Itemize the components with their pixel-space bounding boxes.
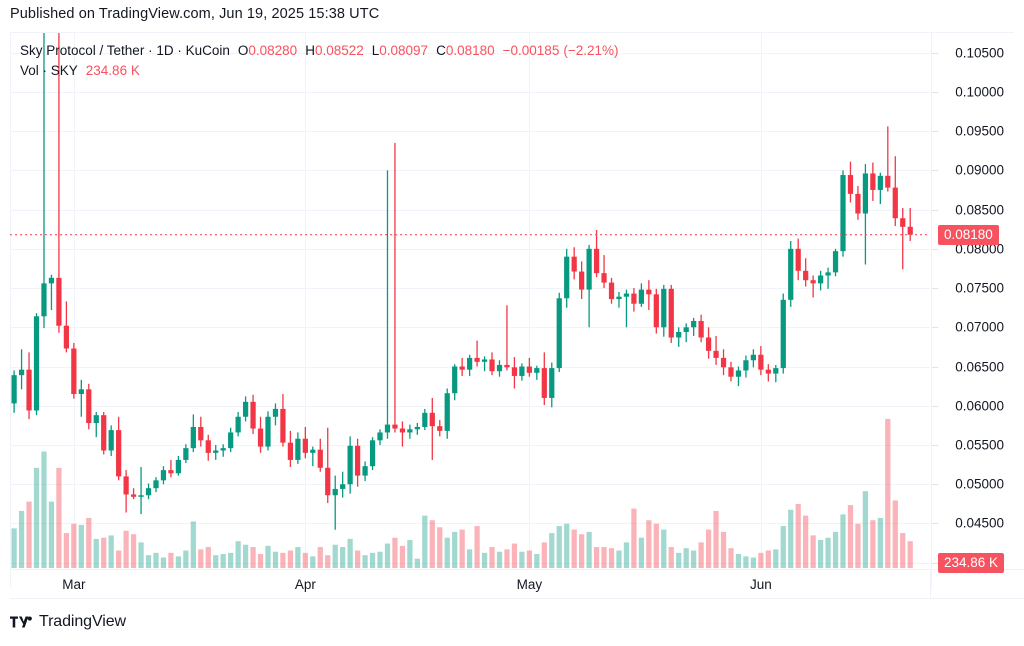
price-axis-label: 0.09500 (955, 123, 1004, 139)
price-axis-tick-mark (932, 131, 938, 133)
legend-close-label: C (436, 43, 446, 58)
legend-open-value: 0.08280 (248, 43, 298, 58)
price-axis-label: 0.06000 (955, 398, 1004, 414)
published-caption: Published on TradingView.com, Jun 19, 20… (10, 6, 380, 22)
price-axis-tick-mark (932, 562, 938, 564)
last-price-badge[interactable]: 0.08180 (938, 224, 999, 245)
legend-exchange: KuCoin (185, 43, 230, 58)
price-axis-tick-mark (932, 248, 938, 250)
price-axis-tick-mark (932, 366, 938, 368)
volume-value-badge[interactable]: 234.86 K (938, 553, 1005, 573)
price-axis-tick-mark (932, 445, 938, 446)
time-axis-right-stub (930, 569, 1024, 599)
time-axis-label: May (516, 577, 543, 592)
price-axis-tick-mark (932, 209, 938, 211)
footer-branding: TradingView (10, 613, 126, 631)
legend-low-value: 0.08097 (379, 43, 429, 58)
price-axis-label: 0.05000 (955, 476, 1004, 492)
legend-sep-1: · (144, 43, 157, 58)
price-axis-tick-mark (932, 484, 938, 486)
price-axis-tick-mark (932, 91, 938, 93)
legend-change-percent: (−2.21%) (563, 43, 619, 58)
price-axis-tick-mark (932, 327, 938, 329)
legend-open-label: O (237, 43, 249, 58)
tradingview-logo-icon (10, 616, 32, 628)
legend-interval[interactable]: 1D (156, 43, 174, 58)
legend-close-value: 0.08180 (445, 43, 495, 58)
candlestick-svg (10, 33, 930, 569)
price-axis[interactable]: 0.10500 0.10000 0.09500 0.09000 0.08500 0.080… (931, 32, 1024, 588)
chart-plot-area[interactable] (10, 33, 930, 569)
price-axis-label: 0.07500 (955, 280, 1004, 296)
legend-low-label: L (371, 43, 380, 58)
tradingview-brand-text: TradingView (39, 613, 126, 630)
price-axis-label: 0.05500 (955, 437, 1004, 453)
legend-high-label: H (305, 43, 315, 58)
time-axis-label: Jun (749, 577, 772, 592)
price-axis-label: 0.07000 (955, 319, 1004, 335)
legend-sep-2: · (173, 43, 186, 58)
legend-change-absolute: −0.00185 (502, 43, 560, 58)
price-axis-label: 0.10500 (955, 45, 1004, 61)
price-axis-label: 0.06500 (955, 359, 1004, 375)
legend-high-value: 0.08522 (314, 43, 364, 58)
price-axis-label: 0.04500 (955, 515, 1004, 531)
price-axis-label: 0.08000 (955, 241, 1004, 257)
legend-ohlc-row: Sky Protocol / Tether · 1D · KuCoin O0.08… (20, 41, 618, 61)
chart-legend: Sky Protocol / Tether · 1D · KuCoin O0.08… (20, 41, 618, 81)
price-axis-label: 0.09000 (955, 162, 1004, 178)
chart-frame (10, 32, 1014, 587)
time-axis-label: Mar (62, 577, 86, 592)
price-axis-tick-mark (932, 170, 938, 172)
time-axis[interactable]: Mar Apr May Jun (10, 569, 930, 599)
price-axis-tick-mark (932, 523, 938, 525)
price-axis-tick-mark (932, 288, 938, 290)
price-axis-tick-mark (932, 405, 938, 407)
legend-volume-value: 234.86 K (85, 63, 140, 78)
time-axis-label: Apr (294, 577, 316, 592)
legend-volume-row: Vol · SKY 234.86 K (20, 61, 618, 81)
legend-symbol[interactable]: Sky Protocol / Tether (20, 43, 145, 58)
legend-volume-label[interactable]: Vol · SKY (20, 63, 78, 78)
price-axis-label: 0.10000 (955, 84, 1004, 100)
price-axis-label: 0.08500 (955, 202, 1004, 218)
price-axis-tick-mark (932, 52, 938, 54)
